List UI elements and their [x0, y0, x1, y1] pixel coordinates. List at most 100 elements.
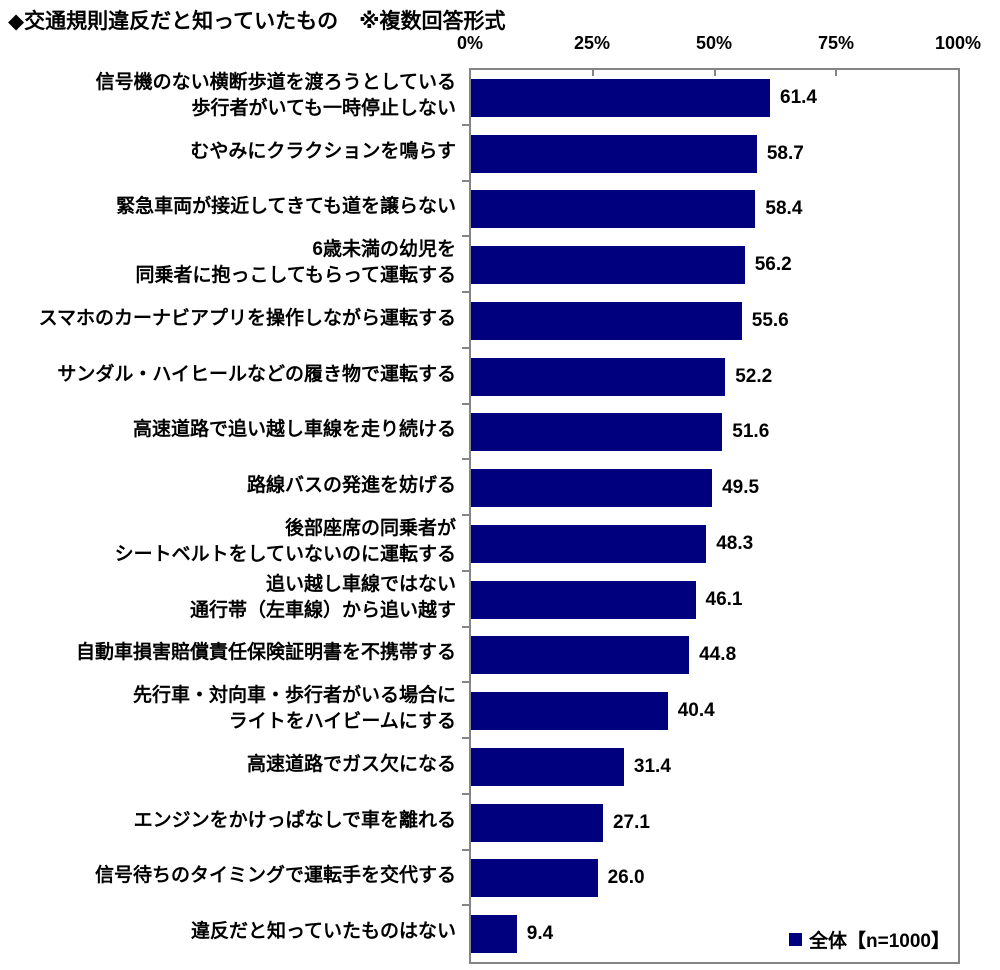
bar-value-label: 56.2 — [754, 254, 792, 276]
category-label-row: 信号待ちのタイミングで運転手を交代する — [0, 849, 456, 905]
bar-row: 49.5 — [471, 460, 958, 516]
bar-row: 58.4 — [471, 182, 958, 238]
bar — [471, 915, 517, 954]
category-label-row: エンジンをかけっぱなしで車を離れる — [0, 793, 456, 849]
bar-row: 58.7 — [471, 126, 958, 182]
bar-row: 46.1 — [471, 572, 958, 628]
bar-row: 27.1 — [471, 795, 958, 851]
category-tick-mark — [462, 681, 469, 684]
category-tick-mark — [462, 625, 469, 628]
category-label: エンジンをかけっぱなしで車を離れる — [133, 809, 456, 831]
bar — [471, 747, 624, 786]
category-label-row: 緊急車両が接近してきても道を譲らない — [0, 180, 456, 236]
category-tick-mark — [462, 569, 469, 572]
bar-value-label: 9.4 — [526, 923, 554, 945]
category-label: 自動車損害賠償責任保険証明書を不携帯する — [75, 642, 456, 664]
category-tick-mark — [462, 514, 469, 516]
bar — [471, 301, 742, 340]
bar-row: 48.3 — [471, 516, 958, 572]
category-tick-mark — [462, 179, 469, 182]
category-label-row: 自動車損害賠償責任保険証明書を不携帯する — [0, 626, 456, 682]
category-label: 高速道路でガス欠になる — [246, 753, 456, 775]
bar-row: 52.2 — [471, 349, 958, 405]
x-axis-tick-mark — [835, 70, 838, 76]
category-label-row: 後部座席の同乗者が シートベルトをしていないのに運転する — [0, 514, 456, 570]
category-label: サンダル・ハイヒールなどの履き物で運転する — [57, 363, 456, 385]
category-tick-mark — [462, 291, 469, 293]
category-label-row: 高速道路でガス欠になる — [0, 737, 456, 793]
category-label: 先行車・対向車・歩行者がいる場合に ライトをハイビームにする — [132, 685, 456, 733]
bar — [471, 413, 723, 452]
bar-row: 51.6 — [471, 405, 958, 461]
category-tick-mark — [462, 458, 469, 461]
x-axis-tick-label: 0% — [456, 33, 484, 53]
bar-row: 31.4 — [471, 739, 958, 795]
x-axis-tick-label: 25% — [573, 33, 611, 53]
bar-value-label: 61.4 — [780, 86, 817, 108]
bar-value-label: 40.4 — [677, 700, 715, 722]
category-label-row: スマホのカーナビアプリを操作しながら運転する — [0, 291, 456, 347]
bar-row: 40.4 — [471, 683, 958, 739]
bar — [471, 859, 598, 898]
category-tick-mark — [462, 346, 469, 349]
category-tick-mark — [462, 848, 469, 851]
category-label: 高速道路で追い越し車線を走り続ける — [132, 419, 456, 441]
category-label-row: 6歳未満の幼児を 同乗者に抱っこしてもらって運転する — [0, 235, 456, 291]
legend-marker-icon — [789, 933, 803, 946]
category-label-row: 追い越し車線ではない 通行帯（左車線）から追い越す — [0, 570, 456, 626]
category-label: むやみにクラクションを鳴らす — [190, 140, 456, 162]
category-label-row: むやみにクラクションを鳴らす — [0, 124, 456, 180]
x-axis-tick-label: 75% — [817, 33, 855, 53]
bar-value-label: 46.1 — [705, 588, 743, 610]
bar-value-label: 44.8 — [699, 644, 737, 666]
category-tick-mark — [462, 792, 469, 795]
category-label-row: 路線バスの発進を妨げる — [0, 458, 456, 514]
category-label: 路線バスの発進を妨げる — [246, 475, 456, 497]
category-label: 後部座席の同乗者が シートベルトをしていないのに運転する — [114, 517, 456, 565]
category-label: スマホのカーナビアプリを操作しながら運転する — [38, 307, 456, 329]
bar — [471, 190, 756, 229]
bar-row: 26.0 — [471, 851, 958, 907]
category-label-row: 違反だと知っていたものはない — [0, 904, 456, 960]
bar — [471, 803, 603, 842]
bar — [471, 357, 726, 396]
category-tick-mark — [462, 904, 469, 907]
legend: 全体【n=1000】 — [789, 926, 950, 953]
bar — [471, 134, 757, 173]
plot-area: 61.4 58.7 58.4 56.2 55.6 52.2 51.6 49.5 48.3 46.1… — [469, 68, 960, 964]
chart-title: ◆交通規則違反だと知っていたもの ※複数回答形式 — [8, 10, 506, 33]
x-axis-tick-label: 50% — [695, 33, 733, 53]
category-tick-mark — [462, 235, 469, 238]
bar-value-label: 48.3 — [716, 532, 754, 554]
category-label-row: 高速道路で追い越し車線を走り続ける — [0, 403, 456, 459]
bar-row: 9.4 — [471, 906, 958, 962]
legend-label: 全体【n=1000】 — [809, 931, 950, 952]
bar — [471, 636, 690, 675]
bar — [471, 692, 668, 731]
category-label-row: 先行車・対向車・歩行者がいる場合に ライトをハイビームにする — [0, 681, 456, 737]
category-label: 緊急車両が接近してきても道を譲らない — [116, 196, 456, 218]
category-tick-mark — [462, 123, 469, 126]
bar-value-label: 31.4 — [633, 755, 671, 777]
category-label: 6歳未満の幼児を 同乗者に抱っこしてもらって運転する — [135, 239, 456, 287]
category-tick-mark — [462, 402, 469, 405]
category-label: 違反だと知っていたものはない — [190, 921, 456, 943]
category-labels: 信号機のない横断歩道を渡ろうとしている 歩行者がいても一時停止しないむやみにクラ… — [0, 68, 456, 960]
category-label: 追い越し車線ではない 通行帯（左車線）から追い越す — [189, 573, 456, 621]
bar-value-label: 55.6 — [751, 309, 789, 331]
x-axis-tick-label: 100% — [934, 33, 982, 53]
category-label-row: 信号機のない横断歩道を渡ろうとしている 歩行者がいても一時停止しない — [0, 68, 456, 124]
bar-row: 56.2 — [471, 237, 958, 293]
bar-row: 61.4 — [471, 70, 958, 126]
bar-value-label: 52.2 — [735, 365, 773, 387]
bar — [471, 469, 713, 508]
bar — [471, 524, 707, 563]
bar-value-label: 49.5 — [722, 477, 760, 499]
bar — [471, 246, 745, 285]
bar-value-label: 51.6 — [732, 421, 770, 443]
bar-value-label: 58.7 — [766, 142, 804, 164]
bar-value-label: 27.1 — [612, 811, 650, 833]
category-label-row: サンダル・ハイヒールなどの履き物で運転する — [0, 347, 456, 403]
bar — [471, 580, 696, 619]
